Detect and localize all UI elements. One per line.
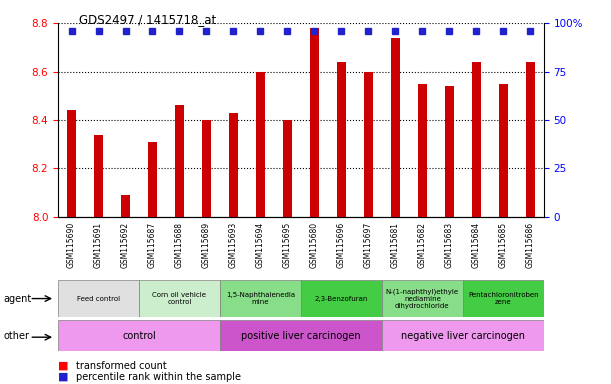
Text: GSM115686: GSM115686: [526, 222, 535, 268]
Bar: [94, 134, 103, 217]
Bar: [390, 38, 400, 217]
Text: GSM115688: GSM115688: [175, 222, 184, 268]
Text: 1,5-Naphthalenedia
mine: 1,5-Naphthalenedia mine: [226, 292, 295, 305]
Text: GSM115695: GSM115695: [283, 222, 292, 268]
Bar: [220, 320, 382, 351]
Text: GSM115680: GSM115680: [310, 222, 319, 268]
Text: GSM115697: GSM115697: [364, 222, 373, 268]
Text: Pentachloronitroben
zene: Pentachloronitroben zene: [468, 292, 539, 305]
Bar: [58, 320, 220, 351]
Bar: [256, 71, 265, 217]
Bar: [418, 84, 427, 217]
Bar: [382, 320, 544, 351]
Bar: [139, 280, 220, 317]
Text: GSM115696: GSM115696: [337, 222, 346, 268]
Text: 2,3-Benzofuran: 2,3-Benzofuran: [315, 296, 368, 301]
Bar: [525, 62, 535, 217]
Text: GSM115687: GSM115687: [148, 222, 157, 268]
Text: control: control: [122, 331, 156, 341]
Bar: [220, 280, 301, 317]
Text: GSM115682: GSM115682: [418, 222, 427, 268]
Text: GSM115693: GSM115693: [229, 222, 238, 268]
Bar: [463, 280, 544, 317]
Bar: [58, 280, 139, 317]
Text: N-(1-naphthyl)ethyle
nediamine
dihydrochloride: N-(1-naphthyl)ethyle nediamine dihydroch…: [386, 288, 459, 309]
Bar: [364, 71, 373, 217]
Bar: [445, 86, 454, 217]
Text: GSM115694: GSM115694: [256, 222, 265, 268]
Bar: [382, 280, 463, 317]
Bar: [175, 106, 184, 217]
Text: GSM115691: GSM115691: [94, 222, 103, 268]
Text: Corn oil vehicle
control: Corn oil vehicle control: [153, 292, 207, 305]
Text: ■: ■: [58, 361, 68, 371]
Text: GSM115689: GSM115689: [202, 222, 211, 268]
Bar: [283, 120, 292, 217]
Bar: [301, 280, 382, 317]
Bar: [121, 195, 130, 217]
Text: GSM115684: GSM115684: [472, 222, 481, 268]
Text: transformed count: transformed count: [76, 361, 167, 371]
Text: ■: ■: [58, 372, 68, 382]
Text: Feed control: Feed control: [77, 296, 120, 301]
Text: GSM115685: GSM115685: [499, 222, 508, 268]
Bar: [499, 84, 508, 217]
Bar: [229, 113, 238, 217]
Bar: [337, 62, 346, 217]
Text: agent: agent: [3, 293, 31, 304]
Bar: [148, 142, 157, 217]
Bar: [202, 120, 211, 217]
Text: percentile rank within the sample: percentile rank within the sample: [76, 372, 241, 382]
Text: positive liver carcinogen: positive liver carcinogen: [241, 331, 360, 341]
Text: GSM115690: GSM115690: [67, 222, 76, 268]
Text: other: other: [3, 331, 29, 341]
Bar: [472, 62, 481, 217]
Text: GSM115681: GSM115681: [391, 222, 400, 268]
Text: GSM115683: GSM115683: [445, 222, 454, 268]
Bar: [67, 110, 76, 217]
Text: negative liver carcinogen: negative liver carcinogen: [401, 331, 525, 341]
Text: GDS2497 / 1415718_at: GDS2497 / 1415718_at: [79, 13, 217, 26]
Bar: [310, 28, 319, 217]
Text: GSM115692: GSM115692: [121, 222, 130, 268]
